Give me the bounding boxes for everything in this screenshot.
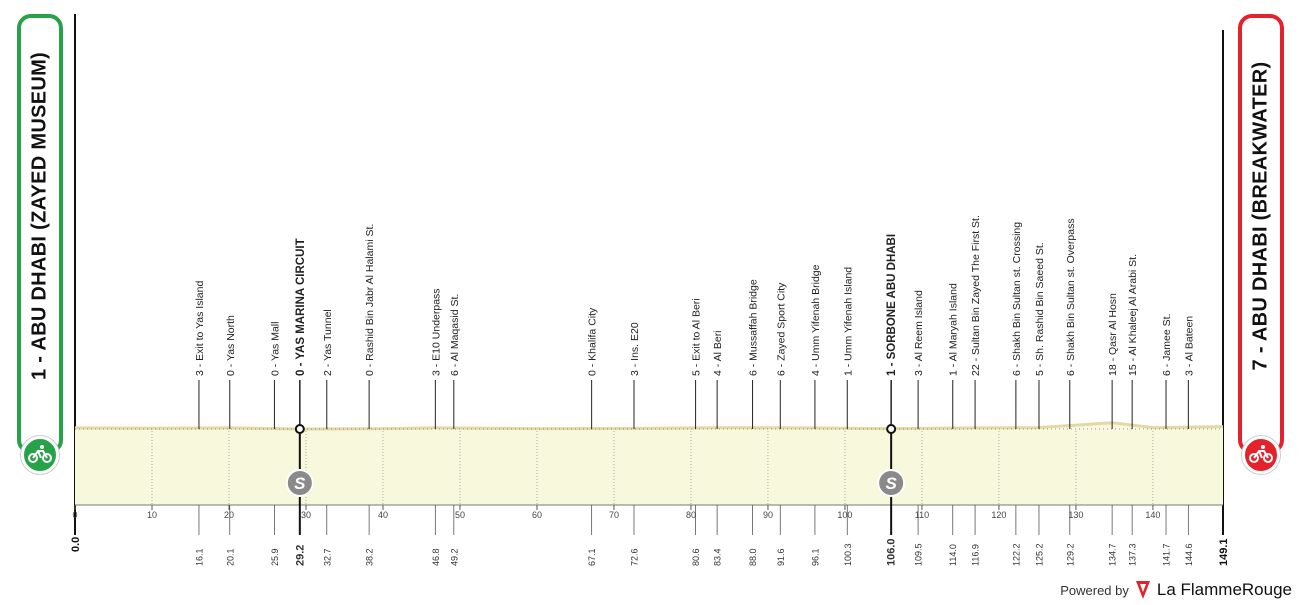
waypoint-label: 18 - Qasr Al Hosn	[1107, 293, 1119, 376]
start-distance: 0.0	[70, 537, 82, 552]
km-tick-label: 20	[224, 510, 234, 520]
sprint-point-marker	[886, 424, 897, 434]
km-tick-label: 30	[301, 510, 311, 520]
waypoint-distance: 25.9	[270, 548, 280, 566]
waypoint-distance: 109.5	[914, 543, 924, 566]
km-tick-label: 60	[532, 510, 542, 520]
cyclist-icon	[1242, 436, 1280, 474]
km-tick-label: 10	[147, 510, 157, 520]
waypoint-distance: 141.7	[1162, 543, 1172, 566]
end-distance: 149.1	[1218, 538, 1230, 566]
waypoint-label: 6 - Al Maqasid St.	[449, 294, 461, 376]
waypoint-label: 0 - Yas North	[225, 315, 237, 376]
km-tick-label: 110	[915, 510, 929, 520]
waypoint-distance: 29.2	[294, 545, 306, 566]
waypoint-label: 6 - Mussaffah Bridge	[748, 279, 760, 376]
waypoint-distance: 72.6	[629, 548, 639, 566]
profile-area	[75, 422, 1223, 505]
waypoint-label: 1 - Al Maryah Island	[948, 283, 960, 376]
sprint-s-icon	[877, 469, 906, 497]
waypoint-distance: 100.3	[843, 543, 853, 566]
km-tick-label: 90	[763, 510, 773, 520]
waypoint-label: 6 - Jamee St.	[1161, 314, 1173, 376]
finish-badge: 7 - ABU DHABI (BREAKWATER)	[1238, 14, 1284, 474]
waypoint-label: 4 - Al Beri	[712, 330, 724, 376]
finish-label: 7 - ABU DHABI (BREAKWATER)	[1249, 61, 1272, 371]
waypoint-distance: 67.1	[587, 548, 597, 566]
start-badge: 1 - ABU DHABI (ZAYED MUSEUM)	[17, 14, 63, 474]
powered-by-label: Powered by	[1060, 582, 1129, 598]
flamme-rouge-logo-icon	[1135, 581, 1150, 599]
waypoint-distance: 106.0	[886, 538, 898, 566]
sprint-s-letter: S	[294, 474, 306, 493]
km-tick-label: 140	[1145, 510, 1160, 520]
waypoint-label: 3 - E10 Underpass	[430, 288, 442, 376]
sprint-s-letter: S	[885, 474, 897, 493]
waypoint-distance: 16.1	[194, 548, 204, 566]
waypoint-distance: 20.1	[225, 548, 235, 566]
waypoint-distance: 32.7	[322, 548, 332, 566]
waypoint-label: 22 - Sultan Bin Zayed The First St.	[970, 215, 982, 376]
waypoint-distance: 144.6	[1184, 543, 1194, 566]
waypoint-distance: 83.4	[713, 548, 723, 566]
waypoint-label: 5 - Sh. Rashid Bin Saeed St.	[1034, 242, 1046, 376]
km-tick-label: 100	[837, 510, 852, 520]
waypoint-distance: 96.1	[810, 548, 820, 566]
waypoint-label: 2 - Yas Tunnel	[322, 309, 334, 376]
waypoint-distance: 116.9	[971, 544, 981, 566]
cyclist-icon	[21, 436, 59, 474]
waypoint-distance: 129.2	[1065, 543, 1075, 566]
km-tick-label: 50	[455, 510, 465, 520]
waypoint-label: 3 - Al Bateen	[1183, 316, 1195, 376]
waypoint-label: 3 - Al Reem Island	[913, 290, 925, 376]
km-tick-label: 130	[1068, 510, 1083, 520]
brand-name[interactable]: La FlammeRouge	[1156, 580, 1292, 599]
waypoint-label: 6 - Shakh Bin Sultan st. Overpass	[1065, 218, 1077, 376]
km-tick-label: 40	[378, 510, 388, 520]
sprint-point-marker	[294, 424, 305, 434]
waypoint-distance: 88.0	[748, 548, 758, 566]
waypoint-label: 3 - Exit to Yas Island	[194, 281, 206, 376]
waypoint-distance: 137.3	[1128, 543, 1138, 566]
waypoint-distance: 91.6	[776, 548, 786, 566]
waypoint-distance: 80.6	[691, 548, 701, 566]
footer: Powered by La FlammeRouge	[1060, 578, 1292, 602]
waypoint-label: 0 - Yas Mall	[269, 322, 281, 376]
waypoint-label: 4 - Umm Yifenah Bridge	[810, 264, 822, 376]
waypoint-label: 6 - Shakh Bin Sultan st. Crossing	[1011, 222, 1023, 376]
waypoint-label: 0 - Rashid Bin Jabr Al Halami St.	[364, 224, 376, 376]
waypoint-distance: 134.7	[1108, 543, 1118, 566]
waypoint-label: 15 - Al Khaleej Al Arabi St.	[1127, 254, 1139, 376]
profile-road-line	[74, 421, 1224, 431]
start-label: 1 - ABU DHABI (ZAYED MUSEUM)	[28, 51, 51, 381]
waypoint-distance: 125.2	[1034, 543, 1044, 566]
km-tick-label: 80	[686, 510, 696, 520]
waypoint-label: 0 - YAS MARINA CIRCUIT	[295, 238, 307, 376]
waypoint-label: 0 - Khalifa City	[587, 307, 599, 376]
km-tick-label: 70	[609, 510, 619, 520]
waypoint-distance: 49.2	[449, 548, 459, 566]
waypoint-label: 6 - Zayed Sport City	[775, 282, 787, 376]
waypoint-distance: 46.8	[431, 548, 441, 566]
sprint-s-icon	[285, 469, 314, 497]
waypoint-distance: 114.0	[948, 544, 958, 566]
waypoint-label: 3 - Ins. E20	[629, 322, 641, 376]
waypoint-label: 1 - SORBONE ABU DHABI	[886, 234, 898, 376]
waypoint-label: 5 - Exit to Al Beri	[691, 298, 703, 376]
km-tick-label: 120	[991, 510, 1006, 520]
km-tick-label: 0	[72, 510, 77, 520]
waypoint-distance: 122.2	[1011, 543, 1021, 566]
waypoint-label: 1 - Umm Yifenah Island	[842, 267, 854, 376]
waypoint-distance: 38.2	[365, 548, 375, 566]
